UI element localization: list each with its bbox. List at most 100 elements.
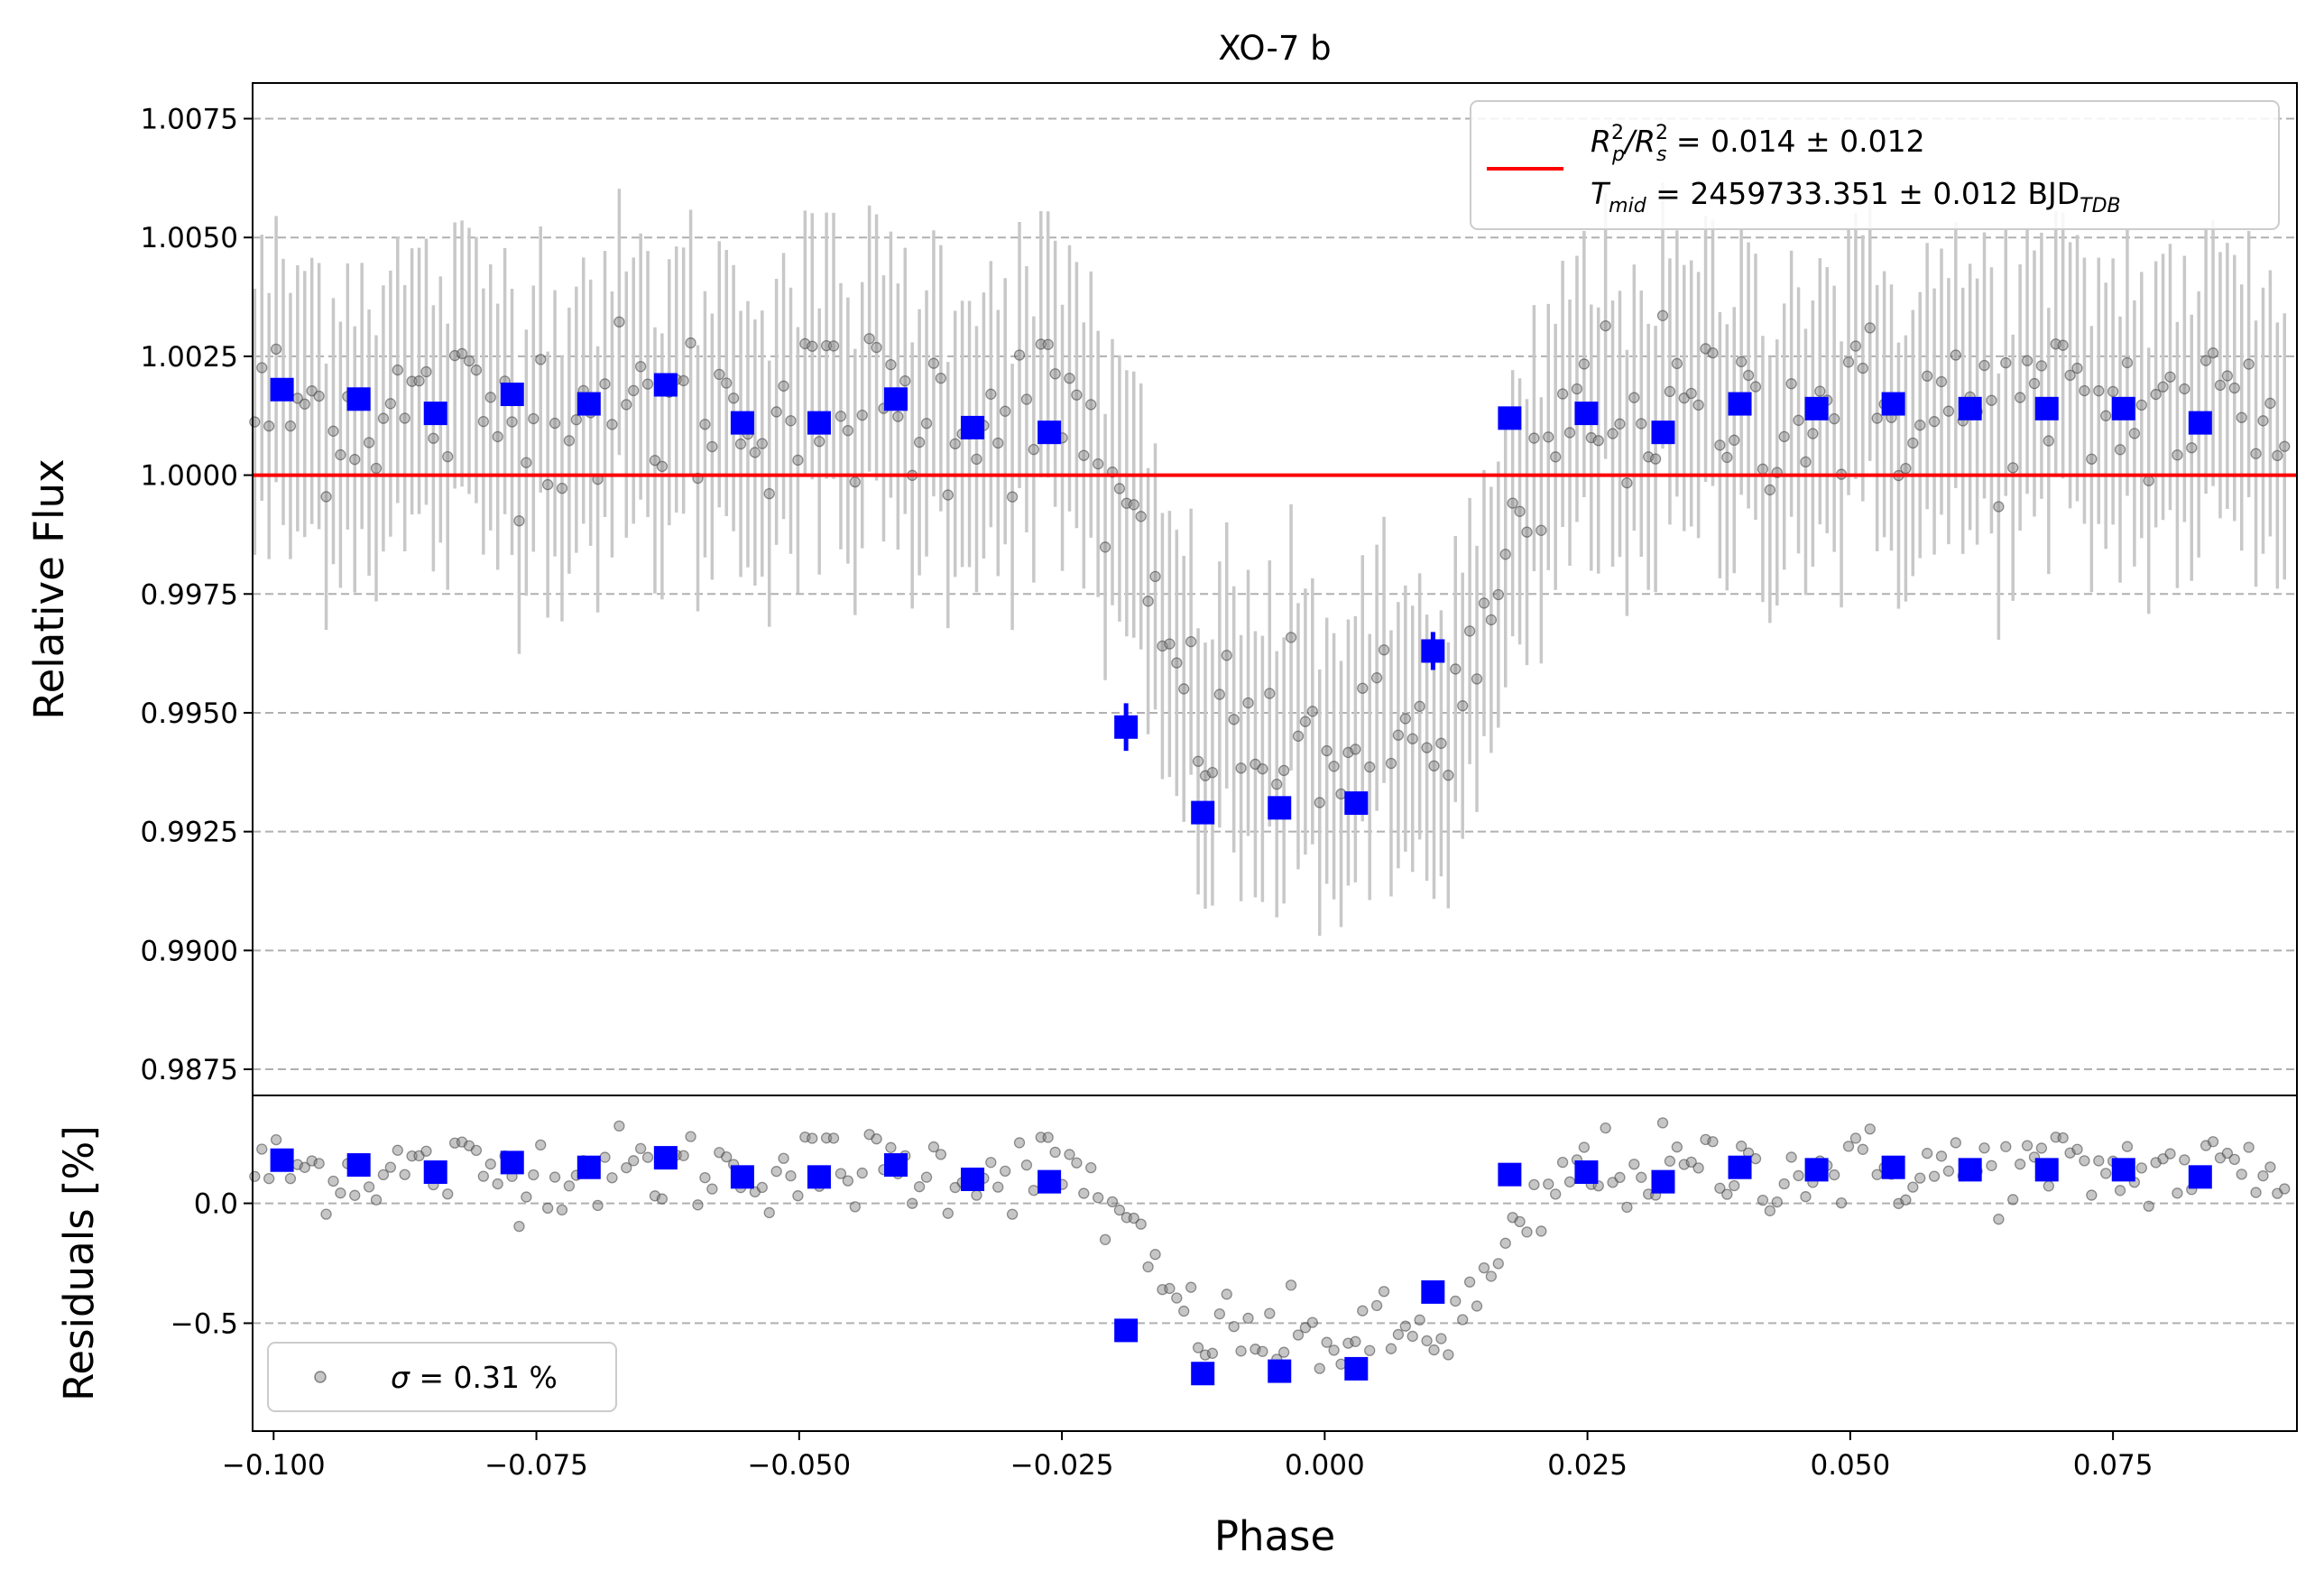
residual-raw-point — [1714, 1182, 1726, 1194]
raw-point — [1628, 392, 1640, 403]
residual-raw-point — [1064, 1149, 1075, 1160]
residual-raw-point — [1729, 1179, 1740, 1192]
raw-point — [1164, 638, 1176, 650]
raw-point — [528, 412, 540, 425]
raw-point — [1807, 428, 1819, 439]
residual-raw-point — [2007, 1194, 2019, 1206]
residual-raw-point — [1164, 1282, 1176, 1295]
residual-raw-point — [549, 1171, 561, 1183]
residual-raw-point — [399, 1169, 410, 1180]
raw-point — [1714, 439, 1726, 451]
raw-point — [1171, 657, 1183, 669]
raw-point — [2086, 453, 2098, 465]
x-tick-label: −0.100 — [222, 1449, 326, 1482]
raw-point — [985, 388, 997, 400]
residual-raw-point — [1692, 1162, 1704, 1174]
residual-raw-point — [1492, 1258, 1504, 1270]
residual-raw-point — [1578, 1141, 1591, 1153]
raw-point — [470, 365, 483, 376]
raw-point — [1864, 322, 1876, 334]
binned-point — [2034, 396, 2059, 420]
binned-point — [1191, 800, 1215, 825]
flux-errorbars — [253, 182, 2287, 936]
residual-raw-point — [1171, 1292, 1183, 1304]
residual-raw-points — [249, 1117, 2291, 1374]
raw-point — [1271, 778, 1283, 790]
residual-raw-point — [2236, 1169, 2247, 1180]
residual-raw-point — [2279, 1183, 2291, 1195]
raw-point — [556, 482, 568, 494]
raw-point — [1485, 614, 1498, 626]
residual-raw-point — [249, 1170, 261, 1182]
residual-raw-point — [1600, 1122, 1611, 1134]
raw-point — [827, 340, 840, 352]
raw-point — [814, 436, 825, 448]
residual-raw-point — [1435, 1333, 1447, 1344]
raw-point — [727, 393, 740, 404]
residual-raw-point — [1221, 1289, 1232, 1300]
residual-raw-point — [349, 1189, 361, 1201]
raw-point — [1614, 418, 1626, 430]
raw-point — [1499, 549, 1511, 560]
flux-y-tick-label: 1.0050 — [141, 222, 238, 254]
residual-raw-point — [1457, 1314, 1469, 1326]
raw-point — [1507, 497, 1518, 509]
raw-point — [1729, 434, 1740, 446]
legend-sigma-label: σ = 0.31 % — [391, 1360, 558, 1395]
raw-point — [1185, 636, 1197, 648]
raw-point — [2064, 369, 2076, 381]
raw-point — [1028, 443, 1040, 456]
residual-raw-point — [2143, 1200, 2154, 1212]
raw-point — [849, 476, 861, 488]
residual-binned-point — [2111, 1158, 2135, 1182]
raw-point — [2272, 449, 2283, 462]
flux-y-tick-label: 1.0000 — [141, 460, 238, 493]
residual-raw-point — [1900, 1194, 1912, 1206]
residual-raw-point — [2014, 1159, 2026, 1170]
residual-raw-point — [2035, 1142, 2048, 1154]
residual-raw-point — [1185, 1281, 1197, 1293]
raw-point — [1842, 356, 1855, 368]
residual-y-tick-label: −0.5 — [171, 1307, 238, 1340]
raw-point — [1928, 416, 1941, 428]
raw-point — [1128, 499, 1139, 511]
residual-raw-point — [1264, 1307, 1276, 1319]
raw-point — [2257, 415, 2269, 427]
residual-binned-point — [1958, 1158, 1982, 1182]
raw-point — [1042, 338, 1054, 350]
raw-point — [885, 359, 897, 371]
residual-raw-point — [763, 1206, 775, 1219]
raw-point — [992, 437, 1004, 449]
raw-point — [570, 413, 582, 426]
residual-binned-point — [653, 1146, 678, 1170]
raw-point — [785, 415, 797, 427]
residual-raw-point — [1628, 1159, 1640, 1170]
binned-point — [423, 402, 447, 426]
residual-raw-point — [2057, 1132, 2069, 1144]
flux-raw-points — [249, 309, 2291, 808]
residual-binned-point — [807, 1165, 831, 1189]
binned-point — [1344, 791, 1369, 816]
residual-raw-point — [1950, 1137, 1961, 1149]
residual-y-ticks: −0.5 0.0 — [171, 1188, 253, 1340]
residual-grid — [253, 1202, 2297, 1325]
legend-depth-label: R2 p/R2 s = 0.014 ± 0.012 — [1591, 122, 1925, 166]
raw-point — [1685, 387, 1697, 400]
raw-point — [1142, 596, 1154, 607]
raw-point — [606, 419, 618, 430]
raw-point — [778, 380, 789, 392]
binned-point — [2188, 411, 2212, 435]
residual-raw-point — [1793, 1169, 1804, 1182]
residual-raw-point — [599, 1151, 611, 1163]
raw-point — [2279, 440, 2291, 452]
residual-raw-point — [1478, 1261, 1490, 1274]
raw-point — [413, 375, 425, 387]
residual-raw-point — [792, 1190, 804, 1202]
raw-point — [1778, 430, 1790, 442]
residual-raw-point — [1292, 1329, 1305, 1341]
raw-point — [2000, 356, 2012, 369]
raw-point — [1749, 381, 1762, 393]
residual-raw-point — [420, 1145, 432, 1157]
raw-point — [1277, 764, 1290, 777]
residual-raw-point — [2086, 1189, 2098, 1201]
